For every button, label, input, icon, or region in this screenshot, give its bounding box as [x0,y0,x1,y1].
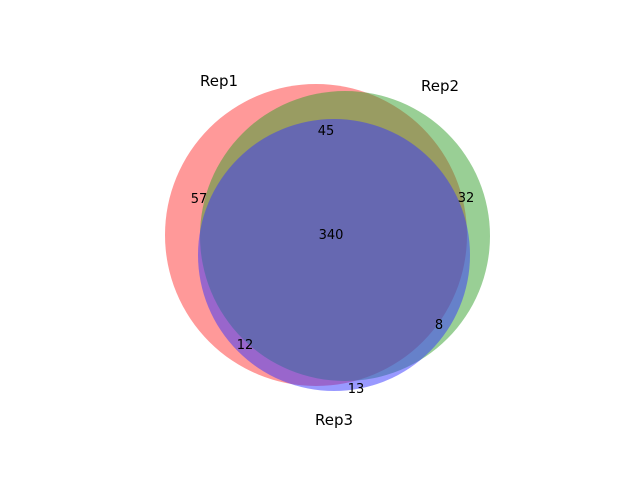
count-rep1-rep3: 12 [237,338,254,353]
set-label-rep3: Rep3 [315,411,353,429]
count-rep1-only: 57 [191,192,208,207]
circle-rep3 [198,119,470,391]
set-label-rep1: Rep1 [200,72,238,90]
count-rep2-rep3: 8 [435,318,443,333]
count-rep3-only: 13 [348,382,365,397]
set-label-rep2: Rep2 [421,77,459,95]
count-all-three: 340 [319,228,344,243]
count-rep2-only: 32 [458,191,475,206]
count-rep1-rep2: 45 [318,124,335,139]
